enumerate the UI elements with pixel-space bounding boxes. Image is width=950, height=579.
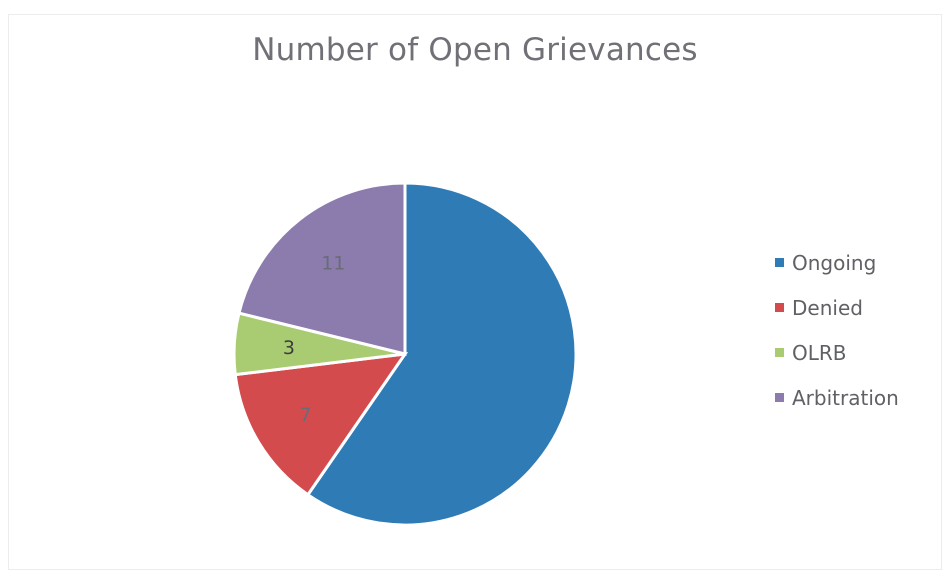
legend-item-olrb: OLRB bbox=[775, 330, 899, 375]
legend-item-ongoing: Ongoing bbox=[775, 240, 899, 285]
legend-label-denied: Denied bbox=[792, 295, 863, 320]
pie-slice-arbitration bbox=[237, 181, 407, 356]
data-label-arbitration: 11 bbox=[321, 253, 345, 275]
chart-title: Number of Open Grievances bbox=[252, 32, 698, 68]
pie-slice-ongoing bbox=[305, 181, 578, 527]
legend-swatch-ongoing bbox=[775, 258, 784, 267]
legend-swatch-denied bbox=[775, 303, 784, 312]
legend-item-denied: Denied bbox=[775, 285, 899, 330]
legend-swatch-arbitration bbox=[775, 393, 784, 402]
data-label-denied: 7 bbox=[299, 404, 311, 426]
legend-item-arbitration: Arbitration bbox=[775, 375, 899, 420]
legend: Ongoing Denied OLRB Arbitration bbox=[775, 240, 899, 420]
chart-area bbox=[8, 14, 942, 570]
legend-swatch-olrb bbox=[775, 348, 784, 357]
legend-label-ongoing: Ongoing bbox=[792, 250, 877, 275]
legend-label-olrb: OLRB bbox=[792, 340, 847, 365]
pie-slice-denied bbox=[233, 352, 409, 497]
legend-label-arbitration: Arbitration bbox=[792, 385, 899, 410]
data-label-olrb: 3 bbox=[283, 337, 295, 359]
